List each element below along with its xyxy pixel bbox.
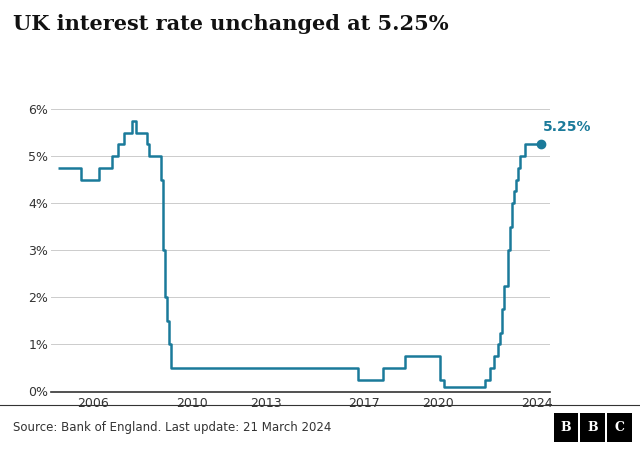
Text: C: C [614, 421, 625, 434]
Text: B: B [561, 421, 571, 434]
Text: B: B [588, 421, 598, 434]
Text: UK interest rate unchanged at 5.25%: UK interest rate unchanged at 5.25% [13, 14, 449, 33]
Text: 5.25%: 5.25% [543, 120, 591, 134]
Text: Source: Bank of England. Last update: 21 March 2024: Source: Bank of England. Last update: 21… [13, 421, 331, 434]
